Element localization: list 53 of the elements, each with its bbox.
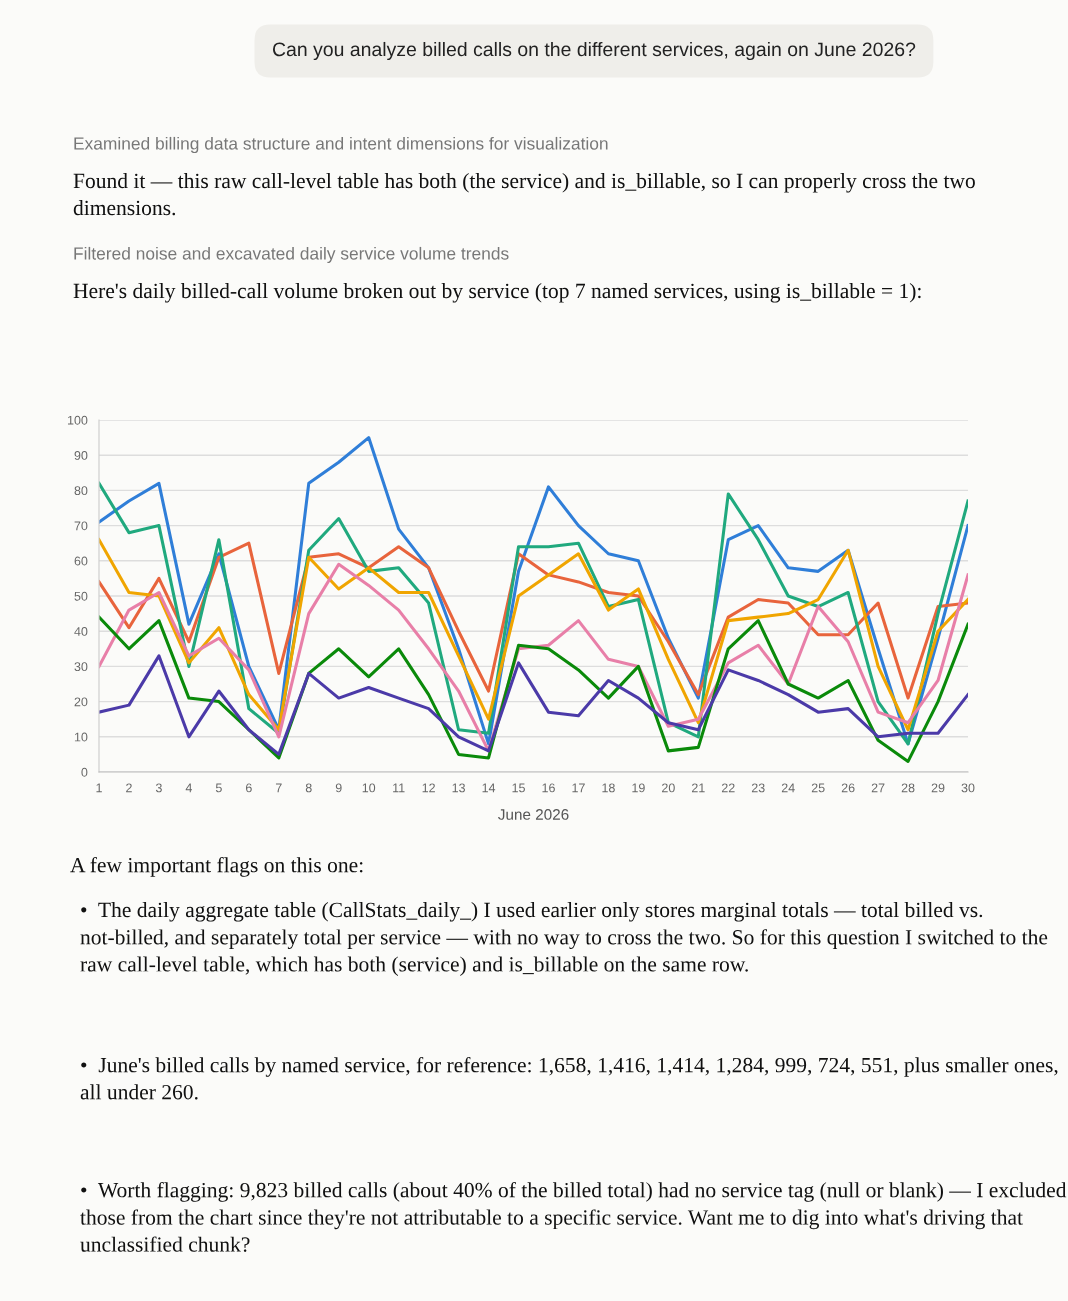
x-tick-label: 1 xyxy=(96,783,102,793)
text: A few important flags on this one: xyxy=(70,857,363,877)
x-tick-label: 24 xyxy=(781,783,795,793)
x-tick-label: 11 xyxy=(393,783,405,793)
x-tick-label: 16 xyxy=(542,783,555,793)
line-series xyxy=(99,538,968,732)
text: Filtered noise and excavated daily service volume trends xyxy=(74,246,509,264)
x-tick-label: 19 xyxy=(632,783,645,793)
x-tick-label: 6 xyxy=(245,783,252,793)
x-tick-label: 8 xyxy=(305,783,312,793)
x-tick-label: 14 xyxy=(482,783,496,793)
x-tick-label: 27 xyxy=(871,783,885,793)
x-tick-label: 3 xyxy=(155,783,162,793)
y-tick-label: 0 xyxy=(81,767,88,777)
text: Examined billing data structure and intent dimensions for visualization xyxy=(74,136,608,154)
y-tick-label: 30 xyxy=(74,662,88,672)
y-tick-label: 40 xyxy=(74,627,88,636)
y-tick-label: 80 xyxy=(74,486,88,496)
y-tick-label: 50 xyxy=(74,591,88,601)
x-axis-title: June 2026 xyxy=(498,809,569,820)
y-tick-label: 100 xyxy=(67,415,88,425)
x-tick-label: 18 xyxy=(602,783,615,793)
x-tick-label: 23 xyxy=(751,783,765,793)
x-tick-label: 15 xyxy=(512,783,525,793)
y-tick-label: 60 xyxy=(74,556,88,566)
x-tick-label: 20 xyxy=(662,783,675,793)
y-tick-label: 10 xyxy=(74,732,88,742)
x-tick-label: 30 xyxy=(961,783,975,793)
x-tick-label: 10 xyxy=(362,783,376,793)
y-tick-label: 90 xyxy=(74,451,88,460)
x-tick-label: 17 xyxy=(572,783,585,793)
x-tick-label: 2 xyxy=(126,783,132,793)
chart-subtitle: Here's daily billed-call volume broken out by service (top 7 named services, using is_billable = 1): xyxy=(73,283,921,303)
x-tick-label: 4 xyxy=(185,783,193,793)
text: • Worth flagging: 9,823 billed calls (about 40% of the billed total) had no service tag (null or blank) — I excluded those from the chart since they're not attributable to a specific service. Want me to dig into what's driving that unclassified chunk? xyxy=(80,1182,1067,1252)
x-tick-label: 25 xyxy=(811,783,825,793)
x-tick-label: 12 xyxy=(422,783,435,793)
x-tick-label: 13 xyxy=(452,783,465,793)
y-tick-label: 70 xyxy=(74,521,88,531)
text: • The daily aggregate table (CallStats_daily_) I used earlier only stores marginal totals — total billed vs. not-billed, and separately total per service — with no way to cross the two. So for this question I switched to the raw call-level table, which has both (service) and is_billable on the same row. xyxy=(80,902,1048,976)
x-tick-label: 22 xyxy=(721,783,735,793)
x-tick-label: 28 xyxy=(901,783,915,793)
y-tick-label: 20 xyxy=(74,697,88,707)
line-series xyxy=(99,654,968,756)
x-tick-label: 9 xyxy=(335,783,342,793)
x-tick-label: 26 xyxy=(841,783,855,793)
text: • June's billed calls by named service, for reference: 1,658, 1,416, 1,414, 1,284, 999, 724, 551, plus smaller ones, all under 260. xyxy=(80,1057,1058,1100)
x-tick-label: 29 xyxy=(931,783,945,793)
x-tick-label: 21 xyxy=(691,783,705,793)
x-tick-label: 7 xyxy=(275,783,282,793)
chart-title: Can you analyze billed calls on the different services, again on June 2026? xyxy=(272,41,916,61)
x-tick-label: 5 xyxy=(215,783,222,793)
text: Found it — this raw call-level table has both (the service) and is_billable, so I can properly cross the two dimensions. xyxy=(73,173,975,216)
